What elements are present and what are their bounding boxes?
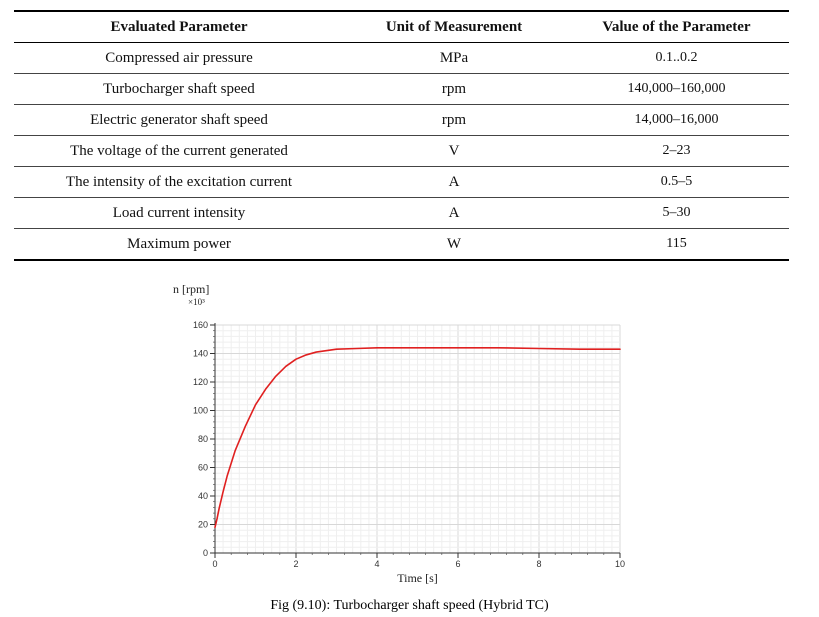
- cell-unit: MPa: [344, 42, 564, 74]
- cell-unit: A: [344, 197, 564, 229]
- y-axis-label: n [rpm]: [173, 282, 209, 296]
- figure-caption: Fig (9.10): Turbocharger shaft speed (Hy…: [270, 598, 549, 613]
- cell-parameter: Turbocharger shaft speed: [14, 73, 344, 105]
- cell-parameter: Maximum power: [14, 228, 344, 261]
- cell-value: 140,000–160,000: [564, 73, 789, 105]
- cell-parameter: Electric generator shaft speed: [14, 104, 344, 136]
- table-row: Maximum power W 115: [14, 228, 789, 261]
- chart-svg: 0 20 40 60 80 100 120 140 160 0 2 4 6 8 10 n [rpm]×10³ T…: [173, 282, 625, 585]
- table-row: Compressed air pressure MPa 0.1..0.2: [14, 42, 789, 74]
- table-header-row: Evaluated Parameter Unit of Measurement …: [14, 10, 789, 43]
- table-row: Load current intensity A 5–30: [14, 197, 789, 229]
- x-tick-label: 0: [212, 559, 217, 569]
- y-tick-label: 80: [198, 434, 208, 444]
- speed-chart: 0 20 40 60 80 100 120 140 160 0 2 4 6 8 10 n [rpm] ×10³ T…: [0, 270, 819, 617]
- y-tick-label: 140: [193, 349, 208, 359]
- x-tick-label: 8: [536, 559, 541, 569]
- cell-value: 14,000–16,000: [564, 104, 789, 136]
- y-tick-label: 60: [198, 463, 208, 473]
- y-tick-label: 20: [198, 520, 208, 530]
- cell-value: 115: [564, 228, 789, 261]
- y-tick-label: 120: [193, 377, 208, 387]
- cell-parameter: The voltage of the current generated: [14, 135, 344, 167]
- x-tick-label: 10: [615, 559, 625, 569]
- cell-parameter: Load current intensity: [14, 197, 344, 229]
- cell-unit: rpm: [344, 104, 564, 136]
- y-axis-multiplier: ×10³: [188, 297, 205, 307]
- cell-unit: W: [344, 228, 564, 261]
- cell-value: 5–30: [564, 197, 789, 229]
- table-row: The voltage of the current generated V 2…: [14, 135, 789, 167]
- header-unit-of-measurement: Unit of Measurement: [344, 10, 564, 43]
- header-value-of-parameter: Value of the Parameter: [564, 10, 789, 43]
- x-tick-label: 6: [455, 559, 460, 569]
- x-tick-label: 4: [374, 559, 379, 569]
- table-row: Turbocharger shaft speed rpm 140,000–160…: [14, 73, 789, 105]
- y-tick-label: 0: [203, 548, 208, 558]
- cell-value: 0.1..0.2: [564, 42, 789, 74]
- table-row: The intensity of the excitation current …: [14, 166, 789, 198]
- series-line-shaft-speed: [214, 347, 621, 529]
- y-tick-label: 100: [193, 406, 208, 416]
- y-tick-label: 40: [198, 491, 208, 501]
- y-tick-label: 160: [193, 320, 208, 330]
- header-evaluated-parameter: Evaluated Parameter: [14, 10, 344, 43]
- table-row: Electric generator shaft speed rpm 14,00…: [14, 104, 789, 136]
- x-tick-label: 2: [293, 559, 298, 569]
- cell-parameter: Compressed air pressure: [14, 42, 344, 74]
- cell-parameter: The intensity of the excitation current: [14, 166, 344, 198]
- cell-unit: A: [344, 166, 564, 198]
- cell-unit: V: [344, 135, 564, 167]
- parameter-table: Evaluated Parameter Unit of Measurement …: [14, 10, 789, 261]
- cell-value: 0.5–5: [564, 166, 789, 198]
- x-axis-label: Time [s]: [397, 571, 438, 585]
- cell-value: 2–23: [564, 135, 789, 167]
- cell-unit: rpm: [344, 73, 564, 105]
